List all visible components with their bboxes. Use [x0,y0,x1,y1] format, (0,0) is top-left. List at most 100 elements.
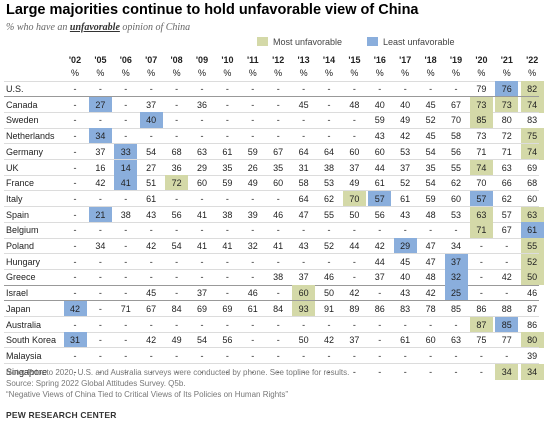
value-cell: 48 [349,99,360,110]
value-cell: 60 [349,146,360,157]
value-cell: - [175,225,179,236]
value-cell: 34 [450,241,461,251]
value-cell: - [175,99,179,110]
value-cell: - [352,84,356,94]
value-cell: - [175,366,179,377]
value-cell: - [352,366,356,377]
value-cell: - [98,256,102,267]
value-cell: 71 [469,222,493,239]
value-cell: - [327,350,331,361]
country-label: Australia [6,319,42,330]
value-cell: 33 [114,143,138,160]
value-cell: 71 [476,146,487,157]
value-cell: 49 [349,178,360,189]
value-cell: - [124,272,128,283]
value-cell: - [302,131,306,142]
value-cell: - [98,225,102,236]
value-cell: - [73,178,77,189]
percent-unit: % [324,68,333,78]
row-divider [4,127,539,129]
value-cell: 77 [501,335,512,346]
value-cell: 72 [501,131,512,142]
value-cell: - [98,84,102,94]
country-label: Spain [6,209,30,220]
value-cell: 37 [374,272,385,283]
value-cell: 34 [520,363,544,380]
value-cell: - [124,84,128,94]
value-cell: - [73,256,77,267]
value-cell: 37 [349,162,360,173]
value-cell: 55 [323,209,334,220]
value-cell: 42 [400,131,411,142]
country-label: Greece [6,272,36,283]
value-cell: 38 [323,162,334,173]
value-cell: - [378,84,382,94]
value-cell: - [98,193,102,204]
value-cell: - [98,335,102,346]
value-cell: 43 [400,288,411,299]
value-cell: - [378,366,382,377]
value-cell: - [251,272,255,283]
value-cell: - [429,366,433,377]
year-header: '05 [94,55,107,65]
percent-unit: % [299,68,308,78]
value-cell: 64 [298,146,309,157]
row-divider [4,316,539,317]
value-cell: - [175,115,179,126]
value-cell: 50 [349,209,360,220]
value-cell: - [73,350,77,361]
value-cell: - [251,131,255,142]
subtitle-suffix: opinion of China [119,22,191,33]
legend-least-label: Least unfavorable [383,37,455,47]
value-cell: 41 [273,241,284,251]
value-cell: - [276,99,280,110]
value-cell: - [302,350,306,361]
value-cell: 52 [520,253,544,270]
value-cell: - [352,115,356,126]
value-cell: - [352,350,356,361]
value-cell: 61 [400,335,411,346]
percent-unit: % [274,68,283,78]
value-cell: 91 [323,303,334,314]
value-cell: - [225,288,229,299]
value-cell: 29 [196,162,207,173]
value-cell: - [302,84,306,94]
value-cell: 59 [425,193,436,204]
value-cell: 66 [501,178,512,189]
value-cell: 52 [323,241,334,251]
value-cell: 79 [476,84,487,94]
value-cell: 45 [425,99,436,110]
value-cell: 70 [342,190,366,207]
value-cell: 93 [292,300,316,317]
value-cell: 61 [520,222,544,239]
value-cell: - [73,241,77,251]
value-cell: - [276,288,280,299]
value-cell: 26 [247,162,258,173]
report-title-text: “Negative Views of China Tied to Critica… [6,390,289,399]
value-cell: - [124,319,128,330]
row-divider [4,206,539,208]
value-cell: 82 [520,81,544,97]
value-cell: 54 [146,146,157,157]
value-cell: 56 [171,209,182,220]
value-cell: 68 [171,146,182,157]
value-cell: - [429,319,433,330]
value-cell: 88 [501,303,512,314]
country-label: Japan [6,303,31,314]
value-cell: - [200,131,204,142]
year-header: '18 [424,55,437,65]
value-cell: 44 [374,162,385,173]
value-cell: 70 [476,178,487,189]
value-cell: - [225,115,229,126]
value-cell: - [276,366,280,377]
value-cell: 60 [450,193,461,204]
percent-unit: % [248,68,257,78]
row-divider [4,253,539,255]
value-cell: - [276,319,280,330]
value-cell: 39 [247,209,258,220]
value-cell: - [327,99,331,110]
value-cell: - [327,319,331,330]
value-cell: 61 [400,193,411,204]
value-cell: - [73,146,77,157]
value-cell: - [200,84,204,94]
